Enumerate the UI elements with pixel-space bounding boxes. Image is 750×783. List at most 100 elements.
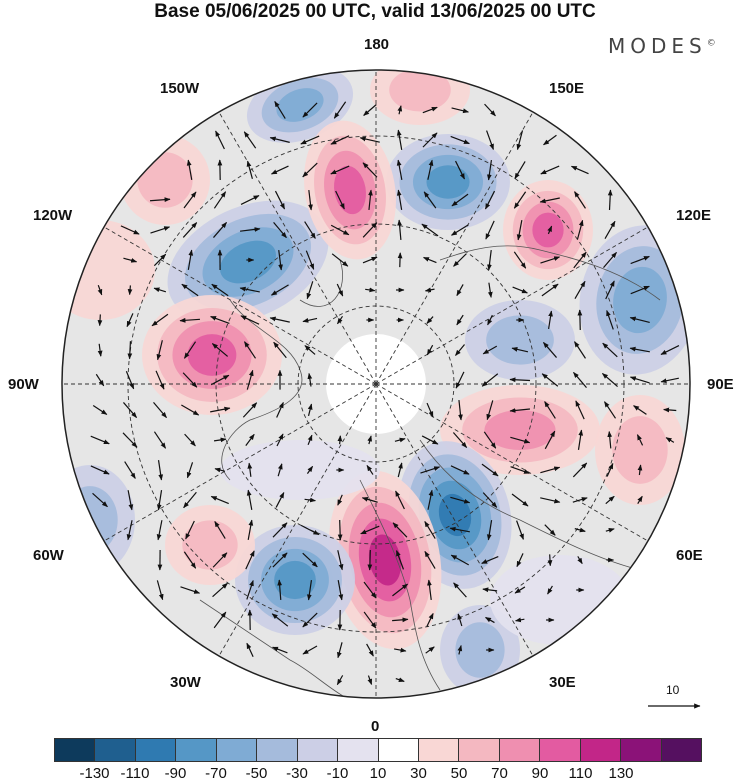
wind-vector: [90, 465, 110, 475]
wind-vector: [273, 341, 287, 359]
wind-vector: [247, 462, 253, 477]
wind-vector: [516, 553, 524, 568]
wind-vector: [183, 551, 197, 569]
wind-vector: [270, 165, 289, 175]
label-60e: 60E: [676, 547, 703, 564]
wind-vector: [573, 251, 587, 269]
wind-vector: [97, 285, 103, 296]
colorbar-tick-label: -10: [326, 765, 349, 782]
wind-vector: [245, 433, 255, 446]
wind-vector: [210, 495, 229, 505]
colorbar-cell: [257, 739, 298, 761]
wind-vector: [362, 222, 378, 238]
anomaly-contour: [490, 555, 630, 645]
wind-vector: [510, 436, 531, 444]
wind-vector: [330, 135, 350, 145]
wind-vector: [300, 135, 320, 145]
wind-vector: [246, 160, 253, 179]
wind-vector: [397, 105, 403, 115]
wind-vector: [331, 253, 349, 267]
meridian-line: [375, 226, 649, 385]
wind-vector: [273, 221, 287, 239]
wind-vector: [186, 159, 193, 180]
wind-vector: [450, 135, 470, 145]
wind-vector: [451, 107, 469, 114]
wind-vector: [120, 225, 140, 235]
colorbar-cell: [661, 739, 701, 761]
wind-vector: [213, 611, 227, 629]
colorbar-cell: [540, 739, 581, 761]
wind-vector: [336, 283, 344, 297]
wind-vector: [97, 314, 103, 327]
label-90e: 90E: [707, 376, 734, 393]
colorbar-cell: [338, 739, 379, 761]
wind-vector: [486, 520, 493, 541]
wind-vector: [603, 401, 617, 419]
wind-vector: [630, 285, 650, 295]
wind-vector: [150, 226, 171, 234]
wind-vector: [269, 136, 290, 143]
wind-vector: [365, 287, 376, 293]
wind-vector: [603, 251, 617, 268]
wind-vector: [157, 460, 164, 481]
wind-vector: [577, 556, 583, 565]
colorbar-cell: [135, 739, 177, 761]
wind-vector: [272, 522, 288, 538]
wind-vector: [451, 193, 469, 207]
wind-vector: [362, 162, 378, 178]
wind-vector: [305, 250, 315, 270]
label-150w: 150W: [160, 80, 200, 97]
anomaly-contour: [187, 334, 237, 376]
meridian-line: [103, 226, 377, 385]
wind-vector: [245, 550, 255, 570]
wind-vector: [426, 612, 434, 627]
wind-vector: [482, 345, 498, 355]
wind-vector: [306, 465, 314, 474]
label-30w: 30W: [170, 674, 201, 691]
wind-vector: [246, 579, 254, 600]
wind-vector: [485, 616, 495, 624]
wind-vector: [126, 520, 133, 541]
wind-vector: [215, 130, 225, 150]
wind-vector: [125, 371, 135, 390]
wind-vector: [548, 310, 553, 330]
colorbar-cell: [216, 739, 258, 761]
wind-vector: [210, 315, 230, 325]
wind-vector: [512, 286, 528, 294]
meridian-line: [375, 111, 534, 385]
wind-vector: [156, 490, 163, 511]
wind-vector: [484, 103, 496, 117]
wind-vector: [360, 525, 380, 535]
anomaly-contour: [438, 493, 472, 537]
wind-vector: [330, 165, 350, 175]
wind-vector: [513, 251, 527, 269]
wind-vector: [544, 524, 556, 536]
wind-vector: [392, 522, 408, 538]
wind-vector: [149, 197, 171, 203]
colorbar-tick-label: 10: [369, 765, 387, 782]
wind-vector: [126, 313, 134, 328]
wind-vector: [156, 580, 164, 601]
colorbar-cell: [499, 739, 541, 761]
wind-vector: [367, 549, 373, 571]
wind-vector: [511, 347, 529, 353]
wind-vector: [540, 497, 561, 504]
wind-vector: [637, 464, 643, 476]
wind-vector: [423, 256, 437, 264]
colorbar-tick-label: 30: [410, 765, 427, 782]
wind-vector: [214, 467, 226, 473]
wind-vector: [213, 221, 227, 238]
wind-vector: [570, 165, 589, 175]
wind-vector: [574, 341, 586, 359]
wind-vector: [421, 435, 439, 445]
wind-vector: [516, 130, 524, 151]
wind-vector: [427, 159, 434, 180]
wind-vector: [660, 345, 680, 355]
wind-vector: [485, 220, 495, 240]
wind-vector: [509, 408, 531, 413]
label-120w: 120W: [33, 207, 73, 224]
wind-vector: [392, 617, 409, 623]
wind-vector: [629, 376, 650, 384]
wind-vector: [605, 495, 615, 505]
